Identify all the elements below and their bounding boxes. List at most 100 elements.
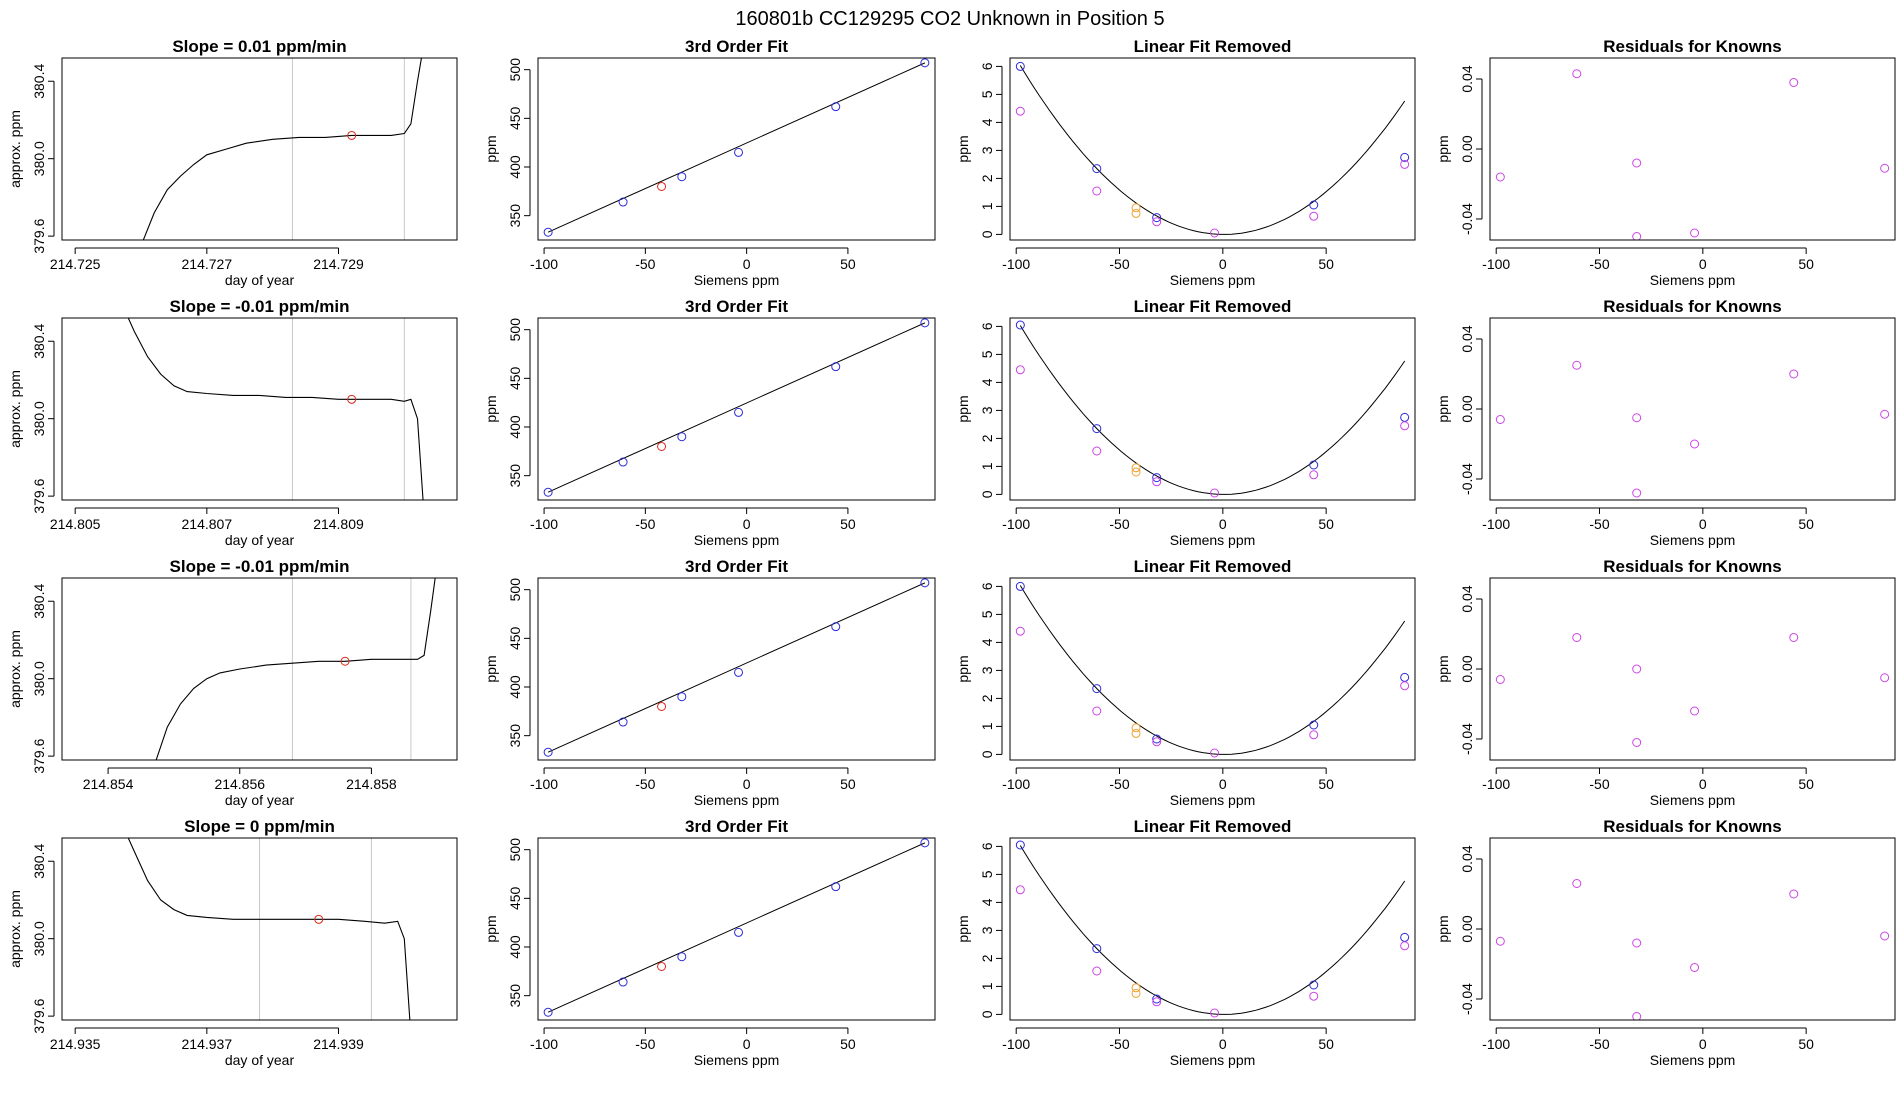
panel-title: 3rd Order Fit <box>685 297 788 316</box>
chart-panel-r4-c1: Slope = 0 ppm/min 214.935 214.937 214.939 da… <box>7 817 458 1068</box>
plot-frame <box>61 317 458 501</box>
data-point <box>1632 738 1642 747</box>
data-point <box>1131 723 1141 733</box>
y-tick-label: 350 <box>507 724 523 748</box>
data-point <box>1092 966 1102 976</box>
x-tick-label: -100 <box>530 256 558 272</box>
plot-area <box>1495 879 1890 1020</box>
y-tick-label: 380.0 <box>31 401 47 436</box>
data-point <box>1131 463 1141 473</box>
data-point <box>618 197 628 207</box>
panel-title: Residuals for Knowns <box>1603 557 1782 576</box>
y-tick-label: 1 <box>979 982 995 990</box>
y-axis-label: ppm <box>483 655 499 682</box>
y-tick-label: 6 <box>979 322 995 330</box>
plot-area <box>1015 320 1410 498</box>
plot-area <box>1495 69 1890 240</box>
x-tick-label: -50 <box>635 516 655 532</box>
plot-area <box>543 578 930 757</box>
y-tick-label: 400 <box>507 935 523 959</box>
data-point <box>1400 941 1410 951</box>
fit-curve <box>1019 325 1406 495</box>
data-point <box>1400 672 1410 682</box>
y-tick-label: 380.4 <box>31 64 47 99</box>
data-point <box>1400 412 1410 422</box>
y-tick-label: 379.6 <box>31 218 47 253</box>
y-axis-label: ppm <box>955 655 971 682</box>
data-point <box>1152 734 1162 744</box>
y-tick-label: -0.04 <box>1459 983 1475 1015</box>
y-tick-label: 380.4 <box>31 844 47 879</box>
data-point <box>1131 983 1141 993</box>
data-point <box>1309 200 1319 210</box>
y-tick-label: 6 <box>979 582 995 590</box>
unknown-marker <box>347 394 357 404</box>
y-tick-label: 0.04 <box>1459 845 1475 872</box>
plot-area <box>127 318 424 500</box>
data-point <box>734 667 744 677</box>
y-tick-label: 500 <box>507 318 523 342</box>
panel-title: 3rd Order Fit <box>685 817 788 836</box>
y-tick-label: 0.04 <box>1459 65 1475 92</box>
data-point <box>543 747 553 757</box>
fit-line <box>547 322 926 493</box>
x-tick-label: -50 <box>1109 776 1129 792</box>
y-tick-label: 4 <box>979 638 995 646</box>
x-axis-label: Siemens ppm <box>1170 532 1256 548</box>
data-point <box>734 407 744 417</box>
data-point <box>1092 164 1102 174</box>
x-tick-label: 50 <box>1798 776 1814 792</box>
x-tick-label: -50 <box>635 256 655 272</box>
chart-panel-r4-c4: Residuals for Knowns -100 -50 0 50 Siemens pp… <box>1435 817 1896 1068</box>
data-point <box>1210 488 1220 498</box>
y-tick-label: 450 <box>507 886 523 910</box>
data-point <box>920 838 930 848</box>
x-tick-label: 0 <box>1699 776 1707 792</box>
data-point <box>1632 232 1642 240</box>
x-tick-label: -100 <box>530 1036 558 1052</box>
chart-panel-r3-c4: Residuals for Knowns -100 -50 0 50 Siemens pp… <box>1435 557 1896 808</box>
y-tick-label: 380.4 <box>31 584 47 619</box>
fit-line <box>547 842 926 1013</box>
data-point <box>1152 477 1162 487</box>
y-tick-label: 2 <box>979 434 995 442</box>
data-point <box>618 457 628 467</box>
data-point <box>1632 1012 1642 1020</box>
data-point <box>1309 211 1319 221</box>
y-tick-label: -0.04 <box>1459 203 1475 235</box>
x-tick-label: 0 <box>1699 1036 1707 1052</box>
plot-area <box>127 838 411 1020</box>
data-point <box>1690 706 1700 716</box>
x-axis-label: Siemens ppm <box>1650 272 1736 288</box>
x-axis-label: Siemens ppm <box>1650 532 1736 548</box>
x-tick-label: 0 <box>743 776 751 792</box>
x-tick-label: 50 <box>1318 776 1334 792</box>
panel-title: Residuals for Knowns <box>1603 37 1782 56</box>
x-tick-label: 50 <box>1798 1036 1814 1052</box>
plot-area <box>1495 633 1890 747</box>
plot-frame <box>1009 317 1416 501</box>
y-tick-label: 380.0 <box>31 661 47 696</box>
data-point <box>1632 938 1642 948</box>
x-tick-label: 0 <box>1219 256 1227 272</box>
plot-area <box>1015 581 1410 758</box>
y-tick-label: 400 <box>507 155 523 179</box>
y-tick-label: 0.04 <box>1459 325 1475 352</box>
chart-panel-r4-c2: 3rd Order Fit -100 -50 0 50 Siemens ppm 350 400… <box>483 817 936 1068</box>
x-axis-label: Siemens ppm <box>1170 1052 1256 1068</box>
data-point <box>618 977 628 987</box>
x-tick-label: -100 <box>1482 1036 1510 1052</box>
y-tick-label: 500 <box>507 838 523 862</box>
x-tick-label: 50 <box>840 1036 856 1052</box>
y-tick-label: 0.04 <box>1459 585 1475 612</box>
data-point <box>1880 409 1890 419</box>
x-tick-label: 50 <box>840 776 856 792</box>
data-point <box>831 622 841 632</box>
plot-frame <box>537 317 936 501</box>
x-tick-label: -50 <box>1589 516 1609 532</box>
y-axis-label: approx. ppm <box>7 630 23 708</box>
x-tick-label: -100 <box>530 516 558 532</box>
data-point <box>1152 994 1162 1004</box>
x-tick-label: 0 <box>1699 256 1707 272</box>
